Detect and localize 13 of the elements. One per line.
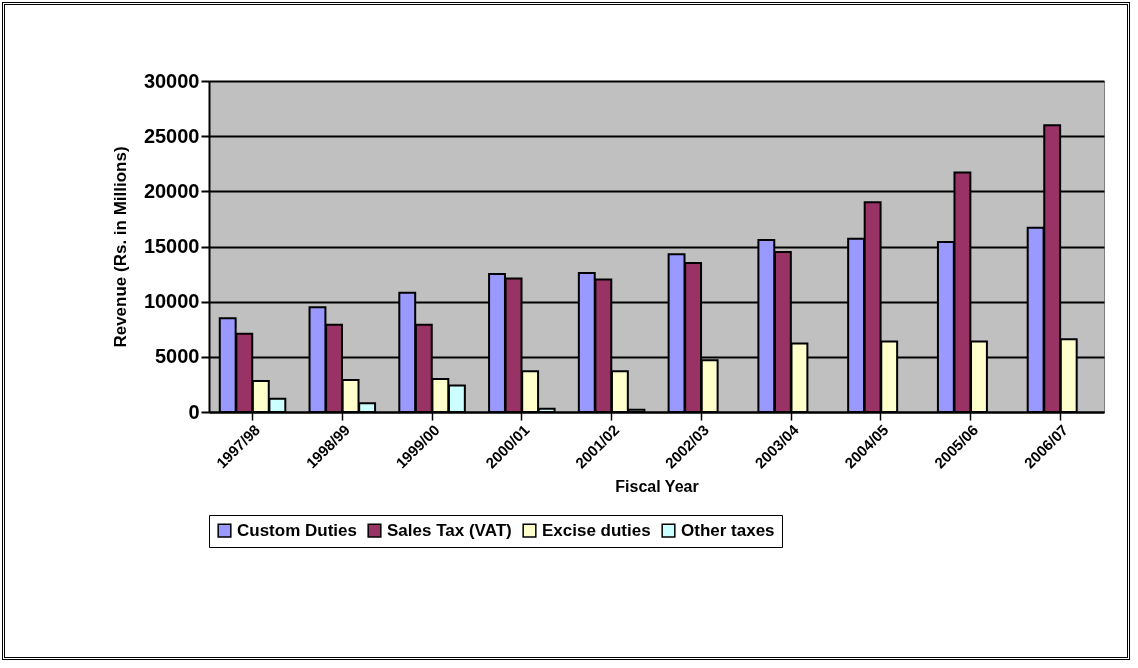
legend-label: Excise duties [542,520,651,540]
y-axis-title: Revenue (Rs. in Millions) [110,146,130,348]
y-tick-label: 25000 [143,124,200,147]
legend-label: Custom Duties [237,520,357,540]
legend-label: Other taxes [681,520,775,540]
y-tick-label: 20000 [143,179,200,202]
x-axis-title: Fiscal Year [615,478,699,496]
legend-label: Sales Tax (VAT) [387,520,512,540]
y-tick-label: 5000 [155,345,200,368]
y-tick-label: 15000 [143,235,200,257]
y-tick-label: 30000 [143,69,200,92]
y-tick-label: 10000 [143,290,200,313]
y-tick-label: 0 [188,400,200,423]
